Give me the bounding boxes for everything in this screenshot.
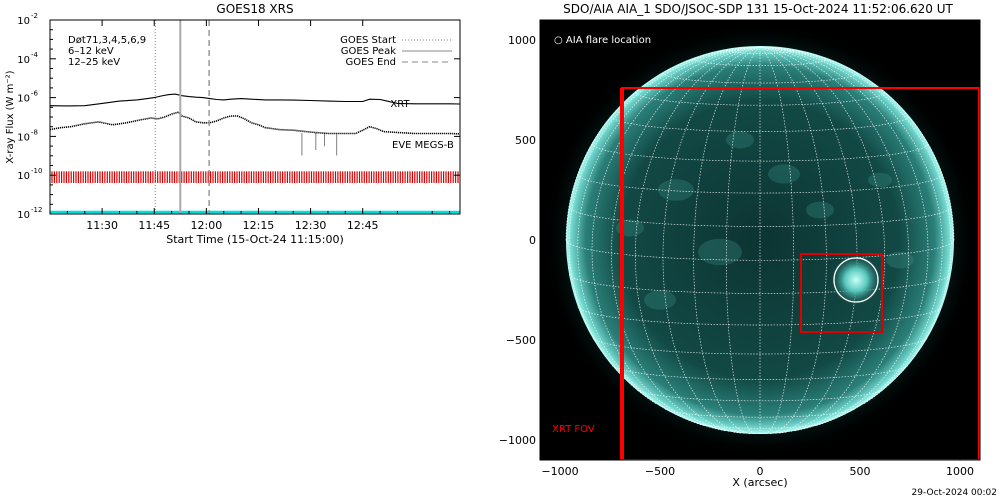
image-y-tick-label: 1000 [508, 34, 536, 47]
grid-line [725, 46, 761, 435]
image-x-tick-labels: −1000 −500 0 500 1000 [541, 454, 974, 478]
active-region [806, 201, 834, 219]
grid-line [693, 58, 827, 66]
grid-line [577, 173, 943, 194]
grid-line [634, 92, 886, 106]
eve-megs-b-label: EVE MEGS-B [392, 140, 454, 151]
x-tick-label: 11:45 [138, 219, 170, 232]
image-x-tick-label: 500 [850, 465, 871, 478]
series-line-2 [50, 111, 460, 135]
y-tick-exponent: -6 [31, 90, 39, 98]
legend-detectors: Døt71,3,4,5,6,9 [68, 35, 146, 46]
grid-line [577, 46, 761, 426]
y-tick-exponent: -12 [31, 206, 42, 214]
x-tick-label: 12:15 [243, 219, 275, 232]
active-region [886, 251, 914, 269]
legend-goes-peak: GOES Peak [341, 46, 396, 57]
grid-line [759, 46, 858, 434]
active-region [768, 164, 800, 184]
legend-goes-end: GOES End [346, 57, 396, 68]
footer-date: 29-Oct-2024 00:02 [912, 488, 997, 498]
grid-line [664, 408, 856, 418]
y-tick-label: 10 [17, 16, 30, 27]
image-x-axis-label: X (arcsec) [732, 476, 787, 489]
x-tick-label: 11:30 [86, 219, 118, 232]
flux-dips [301, 133, 338, 156]
y-axis-label: X-ray Flux (W m⁻²) [5, 70, 16, 163]
grid-line [693, 46, 761, 434]
image-y-tick-labels: 1000 500 0 −500 −1000 [499, 34, 546, 447]
x-axis-label: Start Time (15-Oct-24 11:15:00) [166, 233, 344, 246]
legend-6-12-kev: 6–12 keV [68, 46, 114, 57]
flare-legend: ○ AIA flare location [554, 35, 651, 46]
x-tick-label: 12:30 [295, 219, 327, 232]
y-tick-exponent: -10 [31, 167, 42, 175]
series-group [50, 93, 460, 135]
active-region [644, 290, 676, 310]
grid-line [568, 46, 761, 404]
y-tick-label: 10 [17, 94, 30, 105]
image-x-tick-label: −500 [645, 465, 675, 478]
grid-line [696, 423, 824, 429]
grid-line [759, 46, 795, 435]
grid-line [662, 46, 761, 434]
image-x-tick-label: 0 [757, 465, 764, 478]
xrt-fov-label: XRT FOV [552, 424, 595, 435]
y-tick-label: 10 [17, 132, 30, 143]
xrt-observation-ticks [51, 171, 459, 183]
grid-line [759, 46, 952, 404]
series-line-1 [50, 93, 460, 107]
grid-line [592, 338, 928, 355]
image-title: SDO/AIA AIA_1 SDO/JSOC-SDP 131 15-Oct-20… [563, 2, 953, 16]
grid-line [568, 274, 952, 294]
active-region [726, 131, 754, 149]
image-x-tick-label: −1000 [541, 465, 578, 478]
aia-image-panel: SDO/AIA AIA_1 SDO/JSOC-SDP 131 15-Oct-20… [499, 2, 981, 489]
legend-12-25-kev: 12–25 keV [68, 57, 120, 68]
flare-location-circle [833, 257, 879, 303]
grid-line [634, 46, 761, 434]
y-tick-label: 10 [17, 210, 30, 221]
image-y-tick-label: 500 [515, 134, 536, 147]
y-tick-exponent: -4 [31, 51, 39, 59]
image-y-tick-label: −1000 [499, 434, 536, 447]
grid-line [725, 49, 795, 54]
flare-brightening [830, 254, 882, 306]
y-tick-exponent: -2 [31, 12, 38, 20]
xrt-label: XRT [390, 99, 410, 110]
grid-line [759, 46, 955, 241]
grid-line [611, 115, 909, 132]
zoom-box [800, 253, 883, 333]
grid-line [591, 143, 929, 162]
heliographic-grid [565, 46, 955, 435]
solar-disk [566, 46, 954, 434]
grid-line [759, 46, 827, 434]
x-tick-label: 12:45 [347, 219, 379, 232]
grid-line [565, 46, 761, 241]
grid-line [759, 46, 886, 434]
legend-goes-start: GOES Start [340, 35, 396, 46]
y-tick-exponent: -8 [31, 128, 38, 136]
x-tick-label: 12:00 [191, 219, 223, 232]
active-region [698, 238, 742, 266]
y-tick-label: 10 [17, 55, 30, 66]
x-tick-labels: 11:30 11:45 12:00 12:15 12:30 12:45 [66, 20, 451, 232]
grid-line [591, 46, 761, 432]
chart-title: GOES18 XRS [216, 2, 293, 16]
grid-line [759, 46, 929, 432]
y-tick-label: 10 [17, 171, 30, 182]
active-region [658, 179, 694, 201]
image-y-tick-label: −500 [506, 334, 536, 347]
grid-line [759, 46, 943, 426]
image-y-tick-label: 0 [529, 234, 536, 247]
image-x-tick-label: 1000 [946, 465, 974, 478]
active-region [868, 172, 892, 188]
